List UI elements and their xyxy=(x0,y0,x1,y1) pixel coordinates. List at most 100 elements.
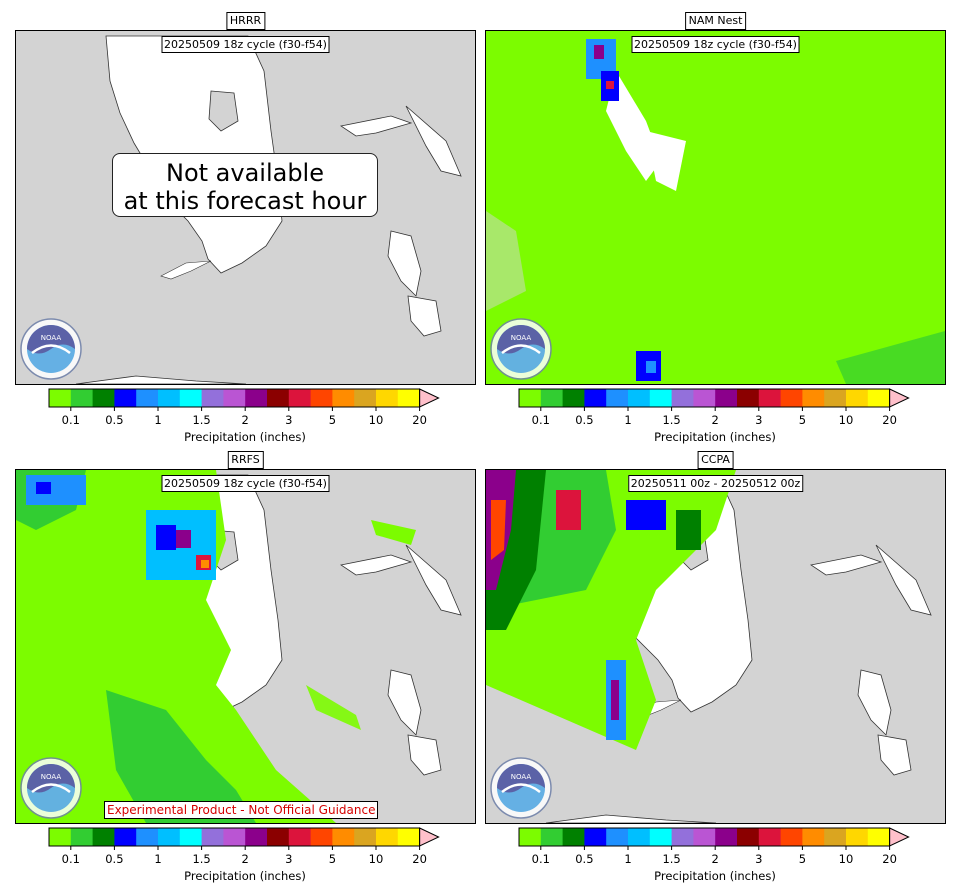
colorbar-swatch xyxy=(606,828,629,846)
colorbar-tick-label: 3 xyxy=(285,413,293,427)
cycle-label: 20250509 18z cycle (f30-f54) xyxy=(161,475,330,492)
colorbar-swatch xyxy=(376,828,399,846)
colorbar-swatch xyxy=(179,389,203,407)
colorbar-tick-label: 2 xyxy=(711,413,719,427)
colorbar-tick-label: 20 xyxy=(412,413,427,427)
colorbar-swatch xyxy=(354,389,377,407)
heavy-precip-cells xyxy=(586,39,661,381)
colorbar-swatch xyxy=(310,389,333,407)
colorbar-swatch xyxy=(376,389,399,407)
colorbar-swatch xyxy=(519,828,542,846)
colorbar-swatch xyxy=(179,828,203,846)
colorbar-tick-label: 0.1 xyxy=(61,852,80,866)
colorbar-swatch xyxy=(158,389,181,407)
colorbar-swatch xyxy=(628,828,651,846)
colorbar-swatch xyxy=(223,828,246,846)
colorbar-tick-label: 1 xyxy=(624,852,632,866)
panel-title: RRFS xyxy=(227,451,264,469)
noaa-logo-icon xyxy=(490,318,552,380)
colorbar-tick-label: 0.5 xyxy=(575,413,594,427)
cycle-label: 20250509 18z cycle (f30-f54) xyxy=(631,36,800,53)
precip-field xyxy=(16,470,462,823)
colorbar: 0.1 0.5 1 1.5 2 3 5 10 20 Precipitation (inches) xyxy=(48,827,459,883)
colorbar-swatch xyxy=(397,389,421,407)
map-rrfs: 20250509 18z cycle (f30-f54) Experimenta… xyxy=(15,469,476,824)
map-ccpa: 20250511 00z - 20250512 00z xyxy=(485,469,946,824)
colorbar-tick-label: 5 xyxy=(328,413,337,427)
colorbar-swatch xyxy=(245,389,268,407)
not-available-notice: Not available at this forecast hour xyxy=(112,153,378,217)
colorbar-label: Precipitation (inches) xyxy=(184,430,306,444)
colorbar-tick-label: 0.5 xyxy=(105,852,124,866)
colorbar-label: Precipitation (inches) xyxy=(184,869,306,883)
panel-title: NAM Nest xyxy=(684,12,747,30)
colorbar-swatch xyxy=(780,828,803,846)
colorbar-swatches xyxy=(48,827,440,850)
colorbar-extend-arrow xyxy=(889,388,910,408)
colorbar-swatch xyxy=(267,828,290,846)
colorbar-swatch xyxy=(92,389,115,407)
colorbar-tick-label: 1.5 xyxy=(192,413,211,427)
colorbar-tick-label: 3 xyxy=(285,852,293,866)
panel-title: HRRR xyxy=(225,12,266,30)
colorbar-tick-label: 1.5 xyxy=(662,413,681,427)
colorbar: 0.1 0.5 1 1.5 2 3 5 10 20 Precipitation (inches) xyxy=(518,827,929,883)
colorbar-swatch xyxy=(758,389,782,407)
colorbar-swatch xyxy=(562,828,585,846)
colorbar-swatch xyxy=(70,828,94,846)
colorbar-tick-label: 1 xyxy=(154,413,162,427)
colorbar-swatch xyxy=(158,828,181,846)
colorbar-swatch xyxy=(824,828,847,846)
map-nam-nest: 20250509 18z cycle (f30-f54) xyxy=(485,30,946,385)
colorbar-swatch xyxy=(758,828,782,846)
map-hrrr: 20250509 18z cycle (f30-f54) Not availab… xyxy=(15,30,476,385)
colorbar-swatch xyxy=(245,828,268,846)
colorbar-swatch xyxy=(136,828,159,846)
colorbar-swatch xyxy=(867,389,891,407)
colorbar-swatch xyxy=(267,389,290,407)
colorbar-swatch xyxy=(310,828,333,846)
cycle-label: 20250509 18z cycle (f30-f54) xyxy=(161,36,330,53)
florida-land xyxy=(606,71,686,191)
colorbar-swatch xyxy=(114,828,137,846)
colorbar-tick-label: 10 xyxy=(368,413,384,427)
colorbar-swatch xyxy=(223,389,246,407)
colorbar-swatch xyxy=(114,389,137,407)
colorbar-tick-label: 10 xyxy=(368,852,384,866)
colorbar-swatch xyxy=(49,828,72,846)
colorbar-swatch xyxy=(693,828,716,846)
colorbar-tick-label: 0.1 xyxy=(61,413,80,427)
colorbar-swatch xyxy=(628,389,651,407)
colorbar-swatch xyxy=(288,828,312,846)
colorbar-tick-label: 2 xyxy=(241,413,249,427)
colorbar-swatch xyxy=(606,389,629,407)
colorbar-swatch xyxy=(846,389,869,407)
colorbar-swatch xyxy=(540,828,564,846)
colorbar-tick-label: 10 xyxy=(838,852,854,866)
colorbar-swatch xyxy=(70,389,94,407)
colorbar-swatch xyxy=(562,389,585,407)
colorbar-tick-label: 0.5 xyxy=(575,852,594,866)
colorbar-swatch xyxy=(540,389,564,407)
colorbar-tick-label: 0.5 xyxy=(105,413,124,427)
colorbar-swatch xyxy=(332,828,355,846)
colorbar-tick-label: 20 xyxy=(882,852,897,866)
colorbar-swatch xyxy=(649,389,673,407)
colorbar-swatch xyxy=(584,389,607,407)
cycle-label: 20250511 00z - 20250512 00z xyxy=(627,475,804,492)
heavy-precip-cells xyxy=(26,475,216,580)
colorbar-extend-arrow xyxy=(889,827,910,847)
colorbar-swatches xyxy=(518,827,910,850)
colorbar-tick-label: 10 xyxy=(838,413,854,427)
colorbar-swatch xyxy=(332,389,355,407)
notice-line-2: at this forecast hour xyxy=(123,187,367,215)
colorbar-extend-arrow xyxy=(419,827,440,847)
colorbar-tick-label: 3 xyxy=(755,852,763,866)
colorbar-swatch xyxy=(584,828,607,846)
colorbar-tick-label: 0.1 xyxy=(531,413,550,427)
colorbar-tick-label: 1 xyxy=(154,852,162,866)
colorbar-swatch xyxy=(201,828,224,846)
colorbar-swatch xyxy=(136,389,159,407)
colorbar-swatch xyxy=(824,389,847,407)
colorbar-swatch xyxy=(671,828,694,846)
